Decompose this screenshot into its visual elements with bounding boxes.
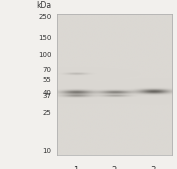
Text: 40: 40 [42, 90, 51, 96]
Text: 55: 55 [43, 77, 51, 83]
Text: 10: 10 [42, 148, 51, 154]
Text: 150: 150 [38, 35, 51, 41]
Text: 3: 3 [150, 166, 155, 169]
Text: 25: 25 [43, 110, 51, 115]
Text: 70: 70 [42, 67, 51, 73]
Text: 2: 2 [112, 166, 117, 169]
Text: 100: 100 [38, 52, 51, 58]
Text: kDa: kDa [36, 1, 51, 10]
Text: 1: 1 [73, 166, 78, 169]
Text: 250: 250 [38, 14, 51, 20]
Text: 37: 37 [42, 93, 51, 99]
